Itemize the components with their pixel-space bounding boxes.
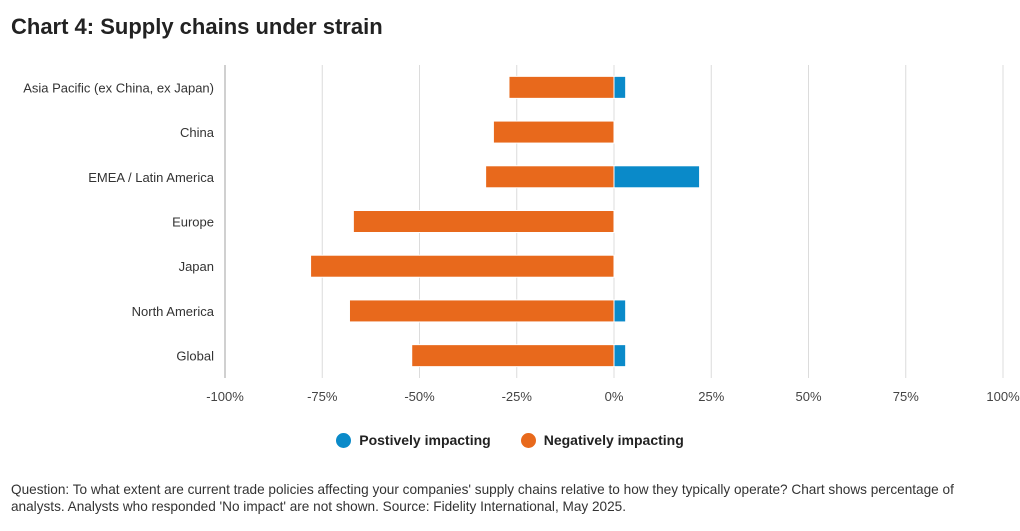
bar-negative bbox=[485, 165, 615, 189]
bar-negative bbox=[411, 344, 615, 368]
x-tick-label: -75% bbox=[307, 389, 338, 404]
bar-chart: -100% -75% -50% -25% 0% 25% 50% 75% 100% Asia Pac… bbox=[23, 65, 1020, 404]
legend-item-positive[interactable]: Postively impacting bbox=[336, 432, 491, 448]
bar-positive bbox=[613, 299, 627, 323]
category-label: Asia Pacific (ex China, ex Japan) bbox=[23, 80, 214, 95]
chart-title: Chart 4: Supply chains under strain bbox=[11, 14, 383, 39]
legend-item-negative[interactable]: Negatively impacting bbox=[520, 432, 684, 448]
x-tick-label: 75% bbox=[893, 389, 919, 404]
bar-negative bbox=[492, 120, 615, 144]
legend-positive-label: Postively impacting bbox=[359, 432, 491, 448]
x-tick-label: -50% bbox=[404, 389, 435, 404]
footnote: Question: To what extent are current tra… bbox=[11, 482, 954, 514]
bar-negative bbox=[508, 75, 615, 99]
category-label: Global bbox=[176, 349, 214, 364]
category-label: China bbox=[180, 125, 215, 140]
legend-negative-swatch bbox=[520, 432, 536, 448]
bar-positive bbox=[613, 75, 627, 99]
bar-positive bbox=[613, 344, 627, 368]
legend-negative-label: Negatively impacting bbox=[543, 432, 684, 448]
bar-negative bbox=[348, 299, 615, 323]
bar-positive bbox=[613, 165, 701, 189]
bar-negative bbox=[352, 210, 615, 233]
x-tick-label: 50% bbox=[795, 389, 821, 404]
legend-positive-swatch bbox=[336, 432, 352, 448]
x-tick-label: -100% bbox=[206, 389, 244, 404]
x-tick-label: 25% bbox=[698, 389, 724, 404]
category-label: Europe bbox=[172, 215, 214, 230]
category-label: EMEA / Latin America bbox=[88, 170, 214, 185]
bar-negative bbox=[310, 254, 615, 278]
x-tick-label: 100% bbox=[986, 389, 1020, 404]
x-tick-label: 0% bbox=[605, 389, 624, 404]
category-label: North America bbox=[132, 304, 215, 319]
legend: Postively impacting Negatively impacting bbox=[0, 432, 1020, 448]
x-tick-label: -25% bbox=[502, 389, 533, 404]
category-label: Japan bbox=[179, 259, 214, 274]
